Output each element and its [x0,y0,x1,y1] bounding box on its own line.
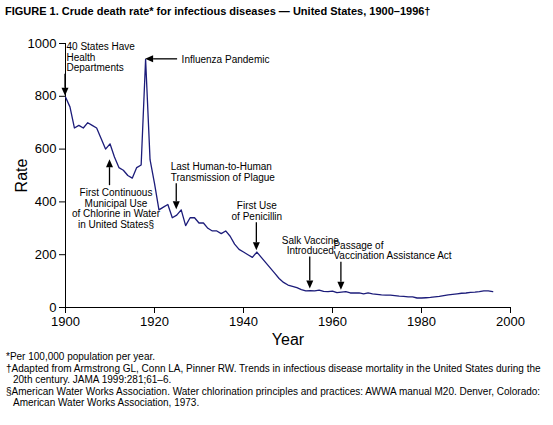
html-text:§American Water Works Associat: §American Water Works Association. Water… [6,385,541,408]
svg-text:600: 600 [35,141,57,156]
svg-text:Rate: Rate [13,159,30,193]
html-text:FIGURE 1. Crude death rate* fo: FIGURE 1. Crude death rate* for infectio… [5,5,431,17]
svg-text:1960: 1960 [318,314,347,329]
svg-text:Passage ofVaccination Assistan: Passage ofVaccination Assistance Act [333,240,451,262]
svg-text:First ContinuousMunicipal Useo: First ContinuousMunicipal Useof Chlorine… [72,187,161,230]
svg-text:1900: 1900 [51,314,80,329]
html-text:†Adapted from Armstrong GL, Co: †Adapted from Armstrong GL, Conn LA, Pin… [6,362,541,385]
svg-text:0: 0 [49,300,56,315]
svg-text:1000: 1000 [28,36,57,51]
svg-text:First Useof Penicillin: First Useof Penicillin [232,200,283,222]
html-text:*Per 100,000 population per ye: *Per 100,000 population per year. [6,351,155,362]
svg-text:Year: Year [272,331,305,348]
svg-text:1920: 1920 [140,314,169,329]
svg-text:400: 400 [35,194,57,209]
svg-text:Influenza Pandemic: Influenza Pandemic [182,54,270,65]
svg-text:2000: 2000 [496,314,525,329]
svg-text:Salk VaccineIntroduced: Salk VaccineIntroduced [282,235,340,257]
svg-text:40 States HaveHealthDepartment: 40 States HaveHealthDepartments [67,41,136,73]
svg-text:800: 800 [35,88,57,103]
svg-text:Last Human-to-HumanTransmissio: Last Human-to-HumanTransmission of Plagu… [171,161,276,183]
svg-text:200: 200 [35,247,57,262]
svg-text:1980: 1980 [407,314,436,329]
svg-text:1940: 1940 [229,314,258,329]
